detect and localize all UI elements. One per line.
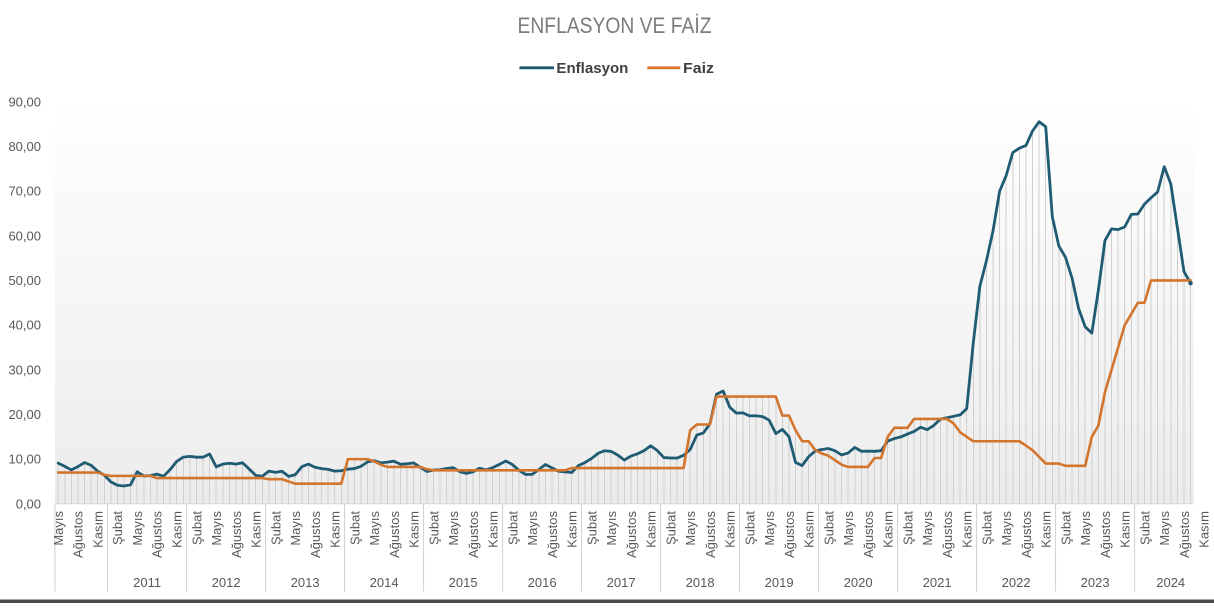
svg-text:Şubat: Şubat [426,511,441,545]
svg-text:Ağustos: Ağustos [940,511,955,558]
svg-text:Enflasyon: Enflasyon [556,60,628,77]
svg-text:Kasım: Kasım [1039,511,1054,548]
svg-text:Ağustos: Ağustos [624,511,639,558]
svg-text:Kasım: Kasım [1197,511,1212,548]
svg-text:2014: 2014 [370,575,399,590]
svg-text:Ağustos: Ağustos [466,511,481,558]
svg-text:Şubat: Şubat [742,511,757,545]
svg-text:2019: 2019 [765,575,794,590]
svg-text:Kasım: Kasım [407,511,422,548]
svg-text:80,00: 80,00 [8,139,41,154]
svg-text:60,00: 60,00 [8,228,41,243]
svg-text:Ağustos: Ağustos [387,511,402,558]
svg-text:Ağustos: Ağustos [1098,511,1113,558]
svg-text:2012: 2012 [212,575,241,590]
svg-text:Mayıs: Mayıs [446,511,461,546]
svg-text:2016: 2016 [528,575,557,590]
svg-text:50,00: 50,00 [8,273,41,288]
svg-text:Şubat: Şubat [1058,511,1073,545]
svg-text:Şubat: Şubat [900,511,915,545]
svg-text:Kasım: Kasım [723,511,738,548]
svg-text:Şubat: Şubat [663,511,678,545]
svg-text:Mayıs: Mayıs [525,511,540,546]
svg-text:Ağustos: Ağustos [150,511,165,558]
svg-text:Mayıs: Mayıs [288,511,303,546]
svg-text:40,00: 40,00 [8,318,41,333]
svg-text:Kasım: Kasım [802,511,817,548]
svg-text:Mayıs: Mayıs [367,511,382,546]
svg-text:Ağustos: Ağustos [703,511,718,558]
svg-text:Mayıs: Mayıs [130,511,145,546]
svg-text:90,00: 90,00 [8,94,41,109]
svg-text:Mayıs: Mayıs [841,511,856,546]
svg-text:Kasım: Kasım [328,511,343,548]
svg-text:Şubat: Şubat [1137,511,1152,545]
svg-text:Kasım: Kasım [644,511,659,548]
svg-text:Mayıs: Mayıs [920,511,935,546]
svg-text:Şubat: Şubat [979,511,994,545]
svg-text:Kasım: Kasım [486,511,501,548]
svg-text:Ağustos: Ağustos [1019,511,1034,558]
svg-text:2022: 2022 [1002,575,1031,590]
svg-text:Şubat: Şubat [268,511,283,545]
svg-text:70,00: 70,00 [8,184,41,199]
svg-text:Mayıs: Mayıs [604,511,619,546]
svg-text:2020: 2020 [844,575,873,590]
svg-text:2024: 2024 [1156,575,1185,590]
svg-text:Faiz: Faiz [683,60,714,77]
svg-text:Şubat: Şubat [821,511,836,545]
svg-text:Mayıs: Mayıs [1078,511,1093,546]
svg-text:Kasım: Kasım [881,511,896,548]
svg-text:30,00: 30,00 [8,362,41,377]
svg-text:Kasım: Kasım [249,511,264,548]
svg-text:Mayıs: Mayıs [51,511,66,546]
svg-text:Ağustos: Ağustos [545,511,560,558]
svg-text:Ağustos: Ağustos [782,511,797,558]
svg-text:10,00: 10,00 [8,452,41,467]
svg-text:2023: 2023 [1081,575,1110,590]
svg-text:Mayıs: Mayıs [999,511,1014,546]
svg-text:Ağustos: Ağustos [861,511,876,558]
svg-text:ENFLASYON VE FAİZ: ENFLASYON VE FAİZ [518,13,712,38]
svg-text:Mayıs: Mayıs [762,511,777,546]
svg-text:0,00: 0,00 [16,496,41,511]
svg-text:Şubat: Şubat [584,511,599,545]
svg-text:Kasım: Kasım [169,511,184,548]
svg-text:Kasım: Kasım [1118,511,1133,548]
svg-text:2015: 2015 [449,575,478,590]
svg-text:20,00: 20,00 [8,407,41,422]
svg-text:2021: 2021 [923,575,952,590]
svg-text:Ağustos: Ağustos [308,511,323,558]
svg-text:2011: 2011 [133,575,161,590]
svg-text:Ağustos: Ağustos [229,511,244,558]
svg-text:Şubat: Şubat [347,511,362,545]
svg-text:Şubat: Şubat [110,511,125,545]
svg-text:2017: 2017 [607,575,636,590]
svg-text:Mayıs: Mayıs [209,511,224,546]
svg-text:Şubat: Şubat [505,511,520,545]
svg-text:Şubat: Şubat [189,511,204,545]
svg-text:2013: 2013 [291,575,320,590]
svg-text:Kasım: Kasım [960,511,975,548]
svg-text:Mayıs: Mayıs [1157,511,1172,546]
svg-text:Ağustos: Ağustos [1177,511,1192,558]
svg-text:Mayıs: Mayıs [683,511,698,546]
svg-text:2018: 2018 [686,575,715,590]
svg-text:Ağustos: Ağustos [71,511,86,558]
svg-text:Kasım: Kasım [90,511,105,548]
svg-text:Kasım: Kasım [565,511,580,548]
